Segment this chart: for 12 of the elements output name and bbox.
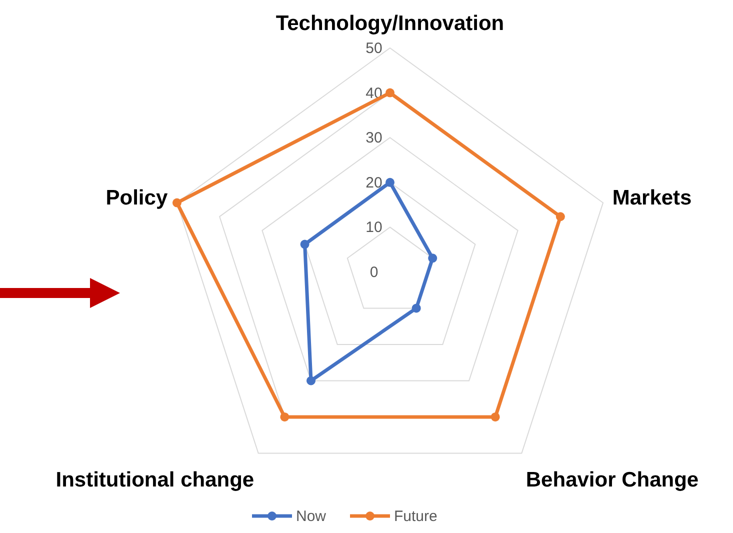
spoke-label: Markets — [612, 186, 692, 210]
spoke-label: Behavior Change — [526, 468, 699, 492]
spoke-label: Policy — [106, 186, 168, 210]
spoke-label: Technology/Innovation — [276, 12, 504, 35]
y-tick-label: 20 — [366, 174, 382, 192]
legend-label: Future — [394, 508, 438, 525]
spoke-label: Institutional change — [56, 468, 254, 492]
y-tick-label: 50 — [366, 40, 382, 57]
y-tick-label: 10 — [366, 219, 382, 236]
y-tick-label: 30 — [366, 130, 382, 147]
legend-label: Now — [296, 508, 326, 525]
y-tick-label: 0 — [370, 264, 378, 281]
